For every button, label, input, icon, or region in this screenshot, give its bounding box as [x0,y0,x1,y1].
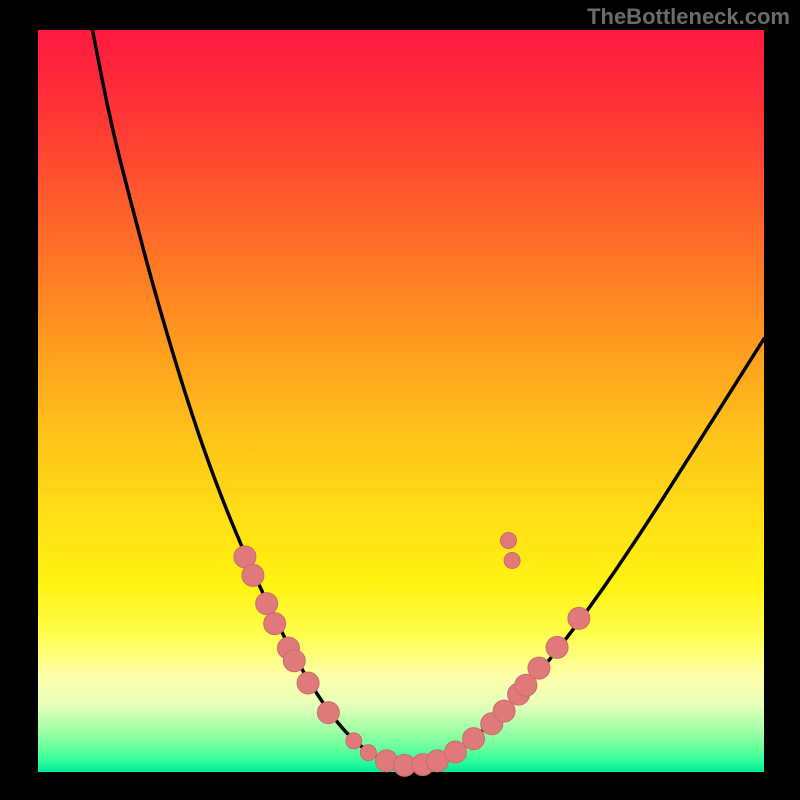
data-marker [297,672,319,694]
bottleneck-chart-svg [0,0,800,800]
data-marker [264,613,286,635]
data-marker [528,657,550,679]
data-marker [256,593,278,615]
data-marker [504,553,520,569]
plot-gradient-background [38,30,764,772]
data-marker [568,607,590,629]
data-marker [346,733,362,749]
data-marker [463,728,485,750]
data-marker [283,650,305,672]
data-marker [444,741,466,763]
data-marker [317,702,339,724]
data-marker [546,636,568,658]
chart-stage: TheBottleneck.com [0,0,800,800]
watermark-text: TheBottleneck.com [587,4,790,30]
data-marker [500,533,516,549]
data-marker [360,745,376,761]
data-marker [493,700,515,722]
data-marker [242,564,264,586]
